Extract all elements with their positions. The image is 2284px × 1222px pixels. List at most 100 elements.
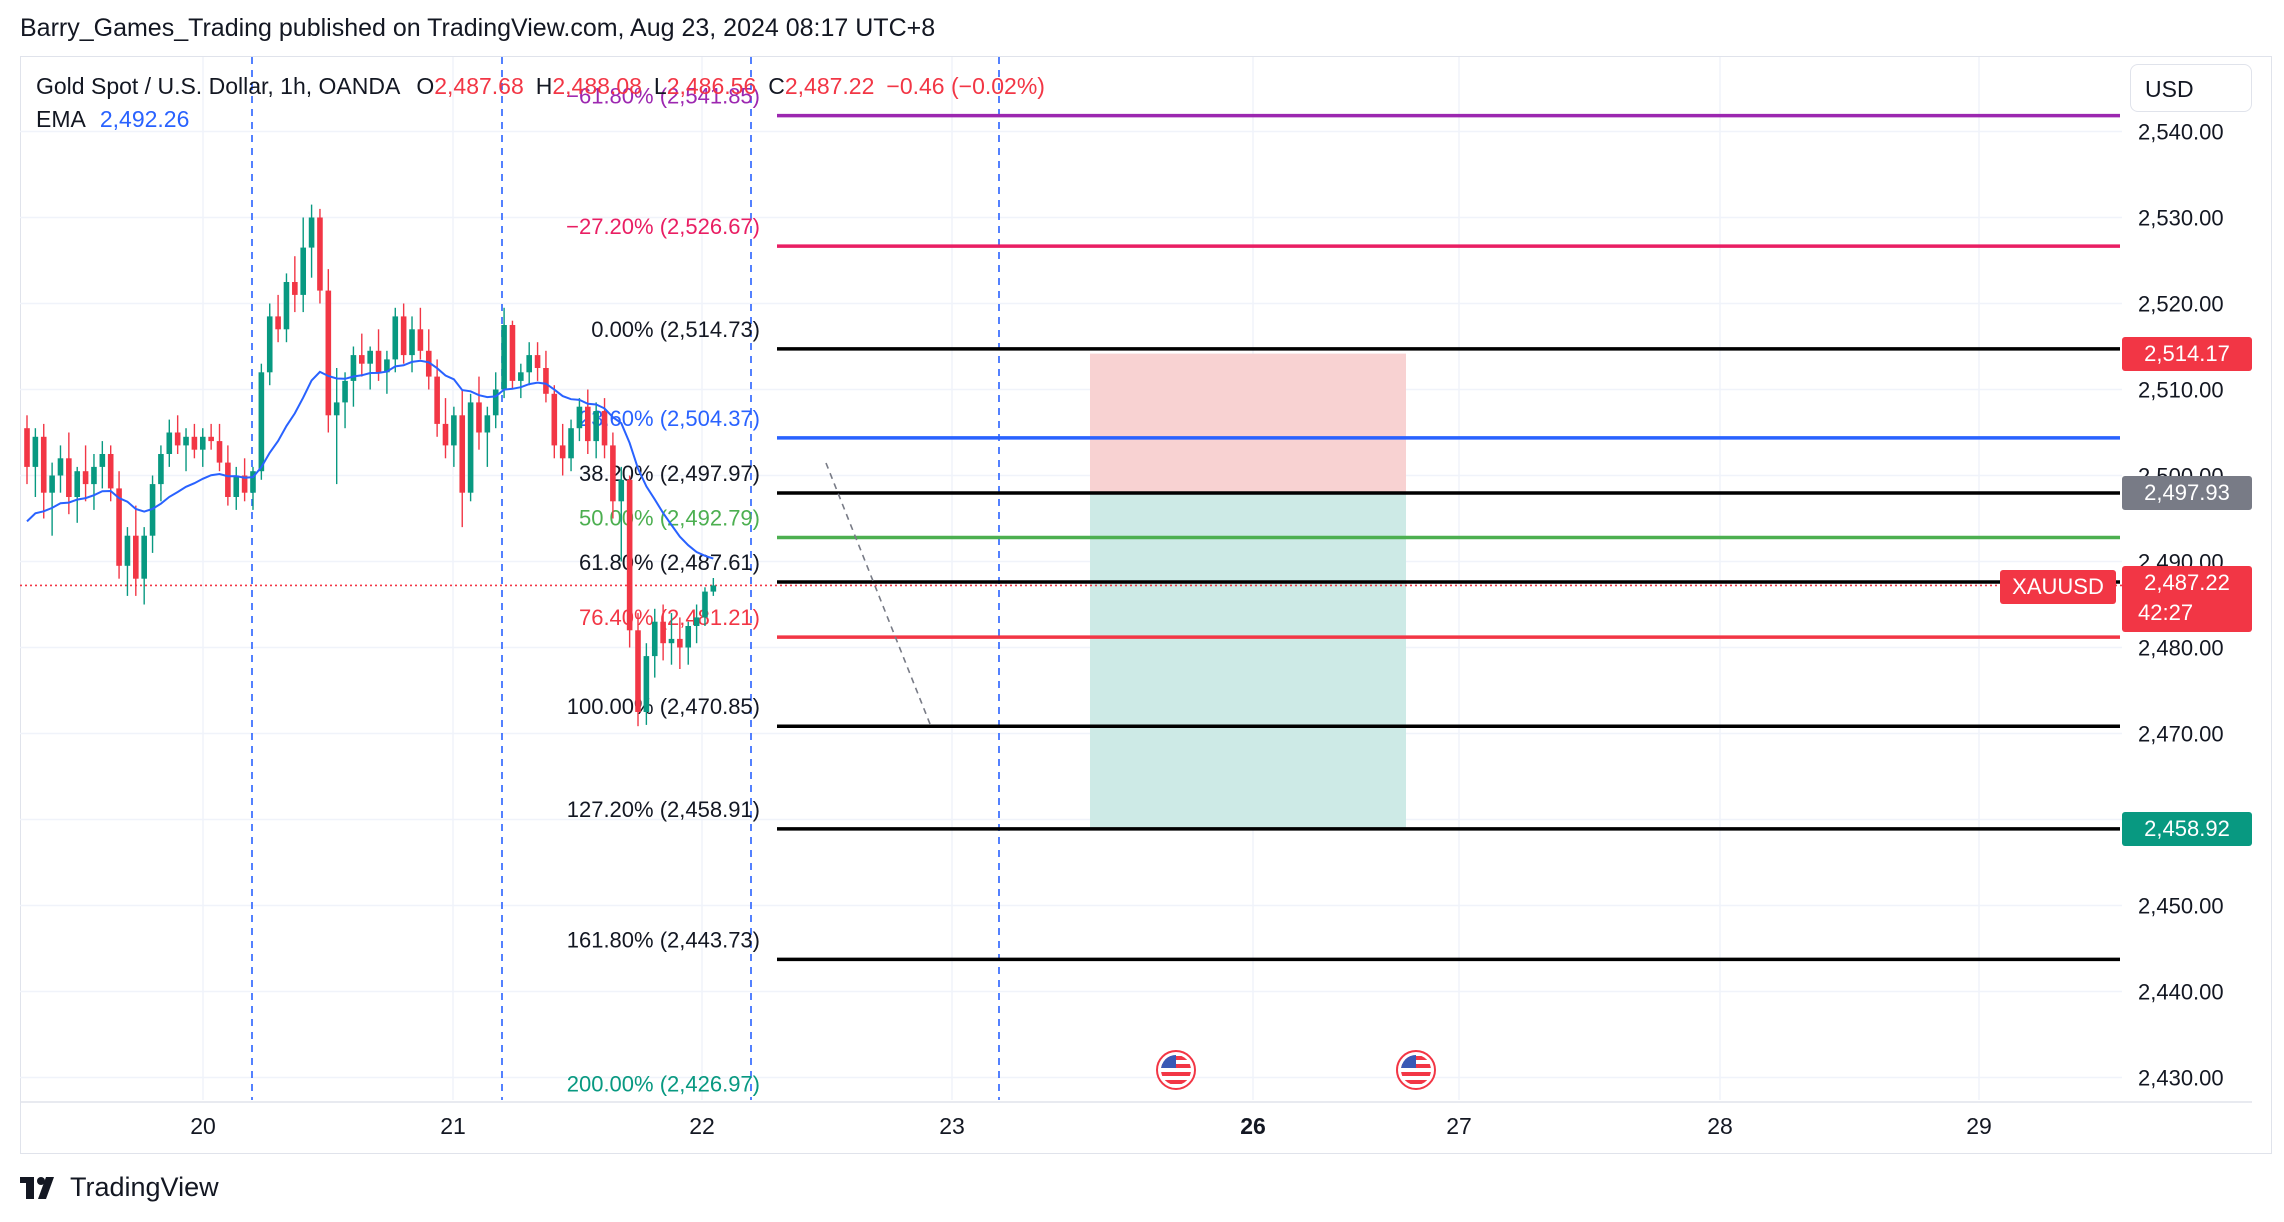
candle-body [551, 393, 558, 446]
candle [174, 415, 181, 454]
ema-line [26, 359, 714, 560]
session-separators [251, 57, 1000, 1100]
candle-body [702, 591, 708, 618]
candle-body [543, 368, 549, 394]
legend-ohlc-row: Gold Spot / U.S. Dollar, 1h, OANDA O 2,48… [36, 70, 1045, 103]
candle [677, 617, 683, 669]
candle [425, 329, 432, 390]
candle-body [392, 316, 399, 360]
candle [392, 307, 399, 373]
candle-body [677, 638, 683, 648]
candle-body [442, 423, 449, 446]
candle-body [275, 316, 281, 330]
low-value: 2,486.56 [666, 73, 757, 99]
candle-body [317, 217, 323, 291]
price-tick-label: 2,520.00 [2138, 292, 2224, 317]
candle-body [710, 585, 717, 592]
candle-body [350, 355, 357, 381]
candle [292, 256, 298, 313]
candle [199, 428, 206, 467]
candle [24, 415, 30, 485]
candle [451, 406, 457, 467]
symbol-tag: XAUUSD [2000, 570, 2116, 604]
symbol-description[interactable]: Gold Spot / U.S. Dollar, 1h, OANDA [36, 73, 401, 99]
change-value: −0.46 (−0.02%) [886, 73, 1045, 99]
candle-body [492, 389, 499, 416]
candle [593, 402, 599, 459]
candle-body [534, 355, 541, 368]
candle [116, 471, 122, 579]
candle-body [501, 325, 507, 390]
us-flag-event-icon[interactable] [1396, 1050, 1436, 1090]
candle-body [576, 406, 583, 429]
candle-body [49, 475, 55, 493]
high-key: H [535, 73, 553, 99]
candle [216, 423, 223, 472]
stop-loss-zone [1090, 353, 1406, 494]
candle-body [107, 454, 114, 489]
candle [526, 342, 532, 386]
chart-legend: Gold Spot / U.S. Dollar, 1h, OANDA O 2,48… [36, 70, 1045, 136]
price-tick-label: 2,450.00 [2138, 894, 2224, 919]
candle [693, 604, 700, 644]
time-tick-label: 23 [939, 1113, 965, 1139]
tradingview-logo[interactable]: TradingView [20, 1172, 219, 1203]
candle [660, 604, 666, 661]
candle-body [518, 372, 524, 381]
candle [476, 376, 482, 450]
candle-body [116, 488, 122, 566]
candle [317, 208, 323, 304]
time-tick-label: 22 [689, 1113, 715, 1139]
candle-body [668, 638, 675, 644]
candle-body [643, 656, 650, 712]
candle-body [300, 247, 307, 295]
candle [417, 307, 424, 360]
candle-body [292, 282, 298, 295]
candle [258, 363, 265, 480]
currency-button[interactable]: USD [2130, 64, 2252, 112]
candle-body [258, 372, 265, 472]
tradingview-logo-text: TradingView [70, 1172, 219, 1202]
candle [501, 307, 507, 399]
candle-body [166, 432, 173, 454]
time-tick-label: 28 [1707, 1113, 1733, 1139]
candle-body [57, 458, 64, 476]
candle-body [216, 441, 223, 463]
take-profit-zone [1090, 493, 1406, 829]
candle-body [133, 535, 139, 579]
fib-level-label: 61.80% (2,487.61) [579, 550, 760, 575]
legend-ema-row[interactable]: EMA 2,492.26 [36, 103, 1045, 136]
ema-value: 2,492.26 [99, 106, 190, 132]
candle [635, 613, 641, 727]
candle-body [434, 376, 440, 424]
price-tick-label: 2,470.00 [2138, 722, 2224, 747]
candle-body [367, 350, 373, 364]
candle-body [526, 355, 532, 373]
candle [584, 389, 591, 454]
tradingview-logo-icon [20, 1176, 54, 1199]
candle-body [342, 380, 348, 403]
candle-body [451, 415, 457, 446]
risk-reward-zones [1090, 353, 1406, 829]
candles [24, 204, 717, 727]
candle [124, 527, 131, 596]
candle [576, 398, 583, 442]
candle [57, 445, 64, 493]
candle-body [484, 415, 491, 433]
low-key: L [653, 73, 667, 99]
candle [191, 423, 198, 459]
candle-body [199, 436, 206, 450]
candle-body [66, 458, 72, 497]
us-flag-event-icon[interactable] [1156, 1050, 1196, 1090]
candle-body [91, 466, 97, 485]
candle [459, 389, 466, 528]
candle [82, 445, 89, 502]
candle [551, 385, 558, 459]
candle [484, 406, 491, 467]
close-key: C [768, 73, 785, 99]
candle [702, 587, 708, 626]
candle [40, 423, 47, 519]
candle-body [32, 436, 39, 467]
candle-body [82, 471, 89, 485]
